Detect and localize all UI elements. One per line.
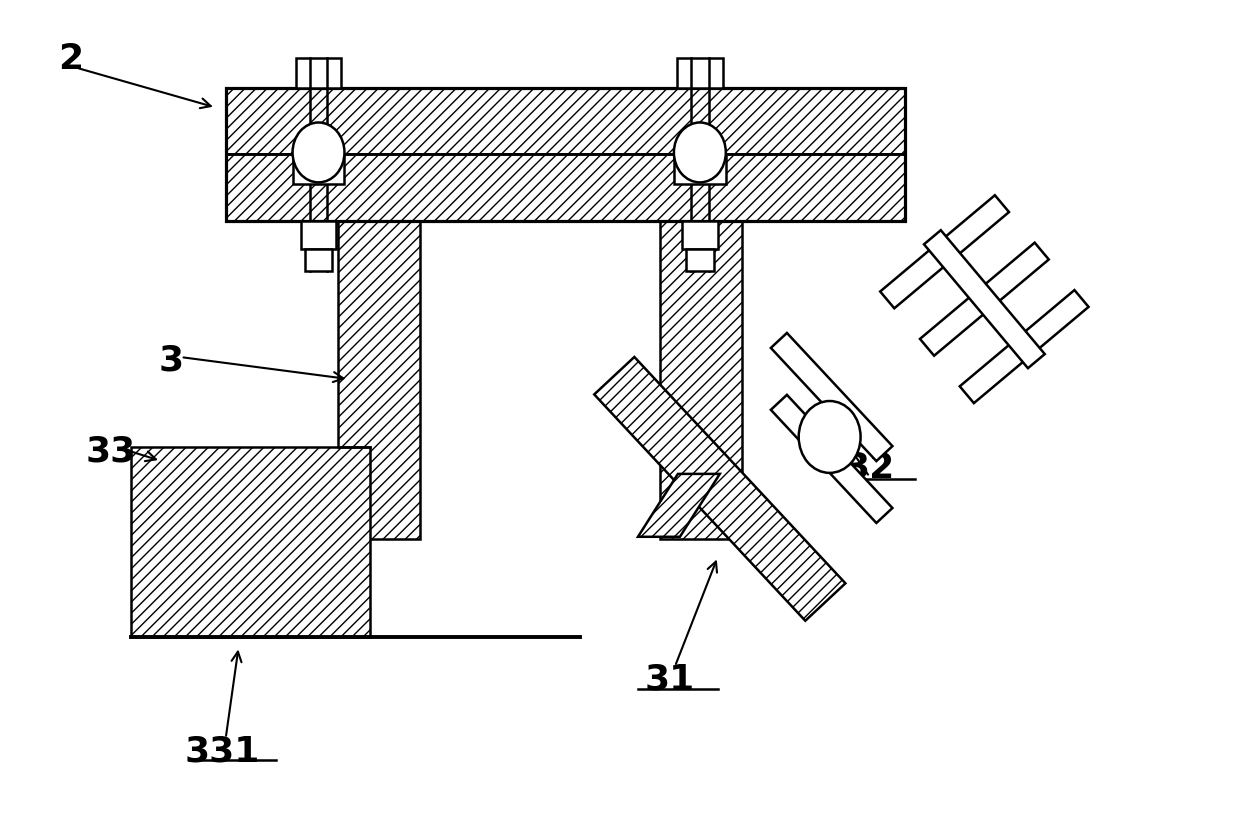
Text: 2: 2 [58,42,83,75]
Text: 32: 32 [844,450,895,484]
Bar [686,250,714,272]
Bar [339,222,420,539]
Bar [131,447,371,637]
Ellipse shape [799,401,861,473]
Bar [305,250,332,272]
Bar [293,156,345,185]
Bar [226,88,904,156]
Text: 31: 31 [645,662,696,695]
Text: 33: 33 [86,434,136,468]
Bar [226,88,904,222]
Ellipse shape [293,124,345,183]
Polygon shape [771,396,893,523]
Polygon shape [594,358,846,621]
Text: 3: 3 [159,342,184,377]
Bar [226,156,904,222]
Polygon shape [920,243,1049,356]
Ellipse shape [673,124,725,183]
Polygon shape [880,196,1009,309]
Bar [300,222,336,250]
Polygon shape [960,291,1089,404]
Bar [295,58,341,88]
Bar [660,222,742,539]
Text: 331: 331 [185,734,260,767]
Polygon shape [637,474,720,537]
Polygon shape [771,333,893,462]
Bar [677,58,723,88]
Bar [673,156,725,185]
Bar [682,222,718,250]
Polygon shape [924,231,1045,369]
